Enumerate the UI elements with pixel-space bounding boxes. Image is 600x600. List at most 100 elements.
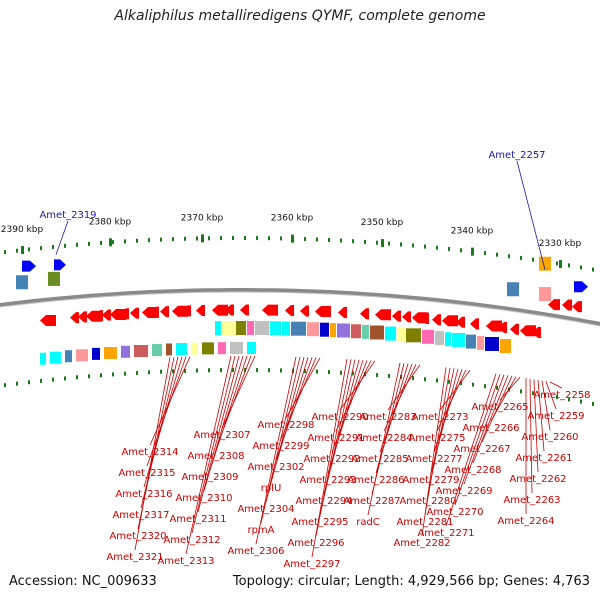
outer-tick-mark	[136, 238, 138, 243]
inner-tick-mark	[556, 395, 558, 400]
label-leader-line	[433, 369, 463, 453]
inner-tick-mark	[568, 397, 570, 402]
category-block	[16, 275, 28, 290]
label-leader-line-top	[516, 160, 546, 270]
inner-tick-mark	[100, 373, 102, 378]
gene-label: Amet_2317	[112, 510, 169, 521]
category-block	[152, 344, 162, 357]
forward-gene-arrow	[300, 305, 309, 317]
outer-tick-mark	[460, 248, 462, 253]
inner-tick-mark	[232, 368, 234, 373]
category-block	[48, 271, 60, 286]
major-tick-mark	[381, 239, 384, 248]
major-tick-mark	[291, 234, 294, 243]
reverse-gene-arrow	[574, 281, 588, 293]
gene-label: Amet_2296	[287, 538, 344, 549]
gene-label: Amet_2261	[515, 453, 572, 464]
major-tick-mark	[21, 246, 24, 255]
outer-tick-mark	[64, 243, 66, 248]
inner-tick-mark	[280, 368, 282, 373]
outer-tick-mark	[172, 237, 174, 242]
gene-label: Amet_2275	[408, 433, 465, 444]
reverse-gene-arrow	[22, 260, 36, 272]
outer-tick-mark	[568, 263, 570, 268]
forward-gene-arrow	[498, 322, 507, 334]
category-block	[485, 336, 499, 351]
forward-gene-arrow	[548, 299, 560, 311]
outer-tick-mark	[184, 236, 186, 241]
scale-tick-label: 2390 kbp	[1, 225, 44, 235]
category-block	[337, 323, 350, 338]
category-block	[176, 343, 187, 356]
category-block	[222, 321, 235, 336]
gene-label: Amet_2279	[402, 475, 459, 486]
reverse-gene-arrow	[54, 259, 66, 271]
outer-tick-mark	[424, 244, 426, 249]
gene-label: Amet_2313	[157, 556, 214, 567]
inner-tick-mark	[592, 401, 594, 406]
category-block	[191, 342, 198, 355]
inner-tick-mark	[160, 369, 162, 374]
category-block	[422, 329, 434, 344]
gene-label: Amet_2265	[471, 402, 528, 413]
forward-gene-arrow	[70, 312, 79, 324]
outer-tick-mark	[100, 240, 102, 245]
label-leader-line	[472, 375, 509, 464]
outer-tick-mark	[52, 244, 54, 249]
gene-label: Amet_2312	[163, 535, 220, 546]
inner-tick-mark	[16, 381, 18, 386]
outer-tick-mark	[376, 240, 378, 245]
gene-label: Amet_2268	[444, 465, 501, 476]
gene-label: Amet_2309	[181, 472, 238, 483]
label-leader-line	[481, 375, 513, 443]
inner-tick-mark	[196, 368, 198, 373]
outer-tick-mark	[124, 239, 126, 244]
forward-gene-arrow	[532, 327, 541, 339]
label-leader-line	[315, 359, 352, 537]
label-leader-line	[430, 368, 459, 474]
gene-label: Amet_2262	[509, 474, 566, 485]
gene-label: Amet_2259	[527, 411, 584, 422]
inner-tick-mark	[136, 370, 138, 375]
gene-label: Amet_2282	[393, 538, 450, 549]
category-block	[40, 352, 46, 365]
category-block	[236, 321, 246, 336]
outer-tick-mark	[160, 237, 162, 242]
outer-tick-mark	[508, 254, 510, 259]
category-block	[406, 328, 421, 343]
category-block	[362, 324, 369, 339]
gene-label: Amet_2291	[307, 433, 364, 444]
category-block	[255, 321, 269, 336]
gene-label: Amet_2292	[303, 454, 360, 465]
outer-tick-mark	[244, 236, 246, 241]
forward-gene-arrow	[572, 301, 582, 313]
scale-tick-label: 2330 kbp	[539, 239, 582, 249]
gene-label: Amet_2311	[169, 514, 226, 525]
category-block	[445, 332, 451, 347]
gene-label: Amet_2287	[343, 496, 400, 507]
category-block	[76, 349, 88, 362]
category-block	[166, 343, 172, 356]
label-leader-line	[541, 380, 551, 431]
forward-gene-arrow	[78, 311, 87, 323]
gene-label: Amet_2294	[295, 496, 352, 507]
label-leader-line	[529, 378, 533, 494]
scale-tick-label: 2340 kbp	[451, 227, 494, 237]
outer-tick-mark	[268, 236, 270, 241]
gene-label: Amet_2308	[187, 451, 244, 462]
forward-gene-arrow	[392, 310, 401, 322]
label-leader-line	[549, 381, 563, 389]
inner-tick-mark	[412, 376, 414, 381]
inner-tick-mark	[208, 368, 210, 373]
gene-label: Amet_2316	[115, 489, 172, 500]
label-leader-line	[197, 355, 240, 513]
forward-gene-arrow	[510, 323, 519, 335]
gene-label: Amet_2273	[411, 412, 468, 423]
gene-label: Amet_2258	[533, 390, 590, 401]
inner-tick-mark	[256, 368, 258, 373]
outer-tick-mark	[484, 251, 486, 256]
category-block	[435, 331, 444, 346]
outer-tick-mark	[448, 246, 450, 251]
category-block	[452, 332, 465, 347]
outer-tick-mark	[364, 239, 366, 244]
